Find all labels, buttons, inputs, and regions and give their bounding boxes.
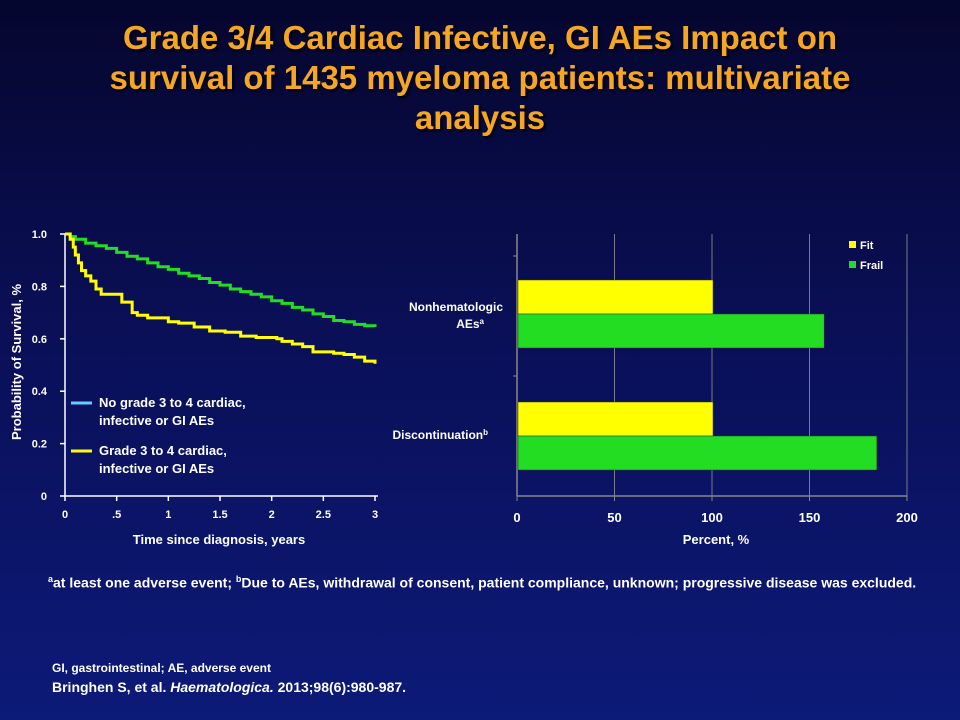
slide-title: Grade 3/4 Cardiac Infective, GI AEs Impa… — [20, 18, 940, 138]
bar-x-tick-label: 50 — [607, 510, 621, 525]
survival-legend: No grade 3 to 4 cardiac, infective or GI… — [71, 395, 246, 476]
survival-curve-no-grade — [65, 232, 377, 328]
survival-x-tick-label: 1 — [165, 509, 171, 521]
bar-x-tick-label: 200 — [896, 510, 918, 525]
survival-y-tick-label: 0.2 — [32, 439, 47, 451]
title-line-2: survival of 1435 myeloma patients: multi… — [109, 59, 851, 96]
legend-label-grade-line1: Grade 3 to 4 cardiac, — [99, 443, 227, 458]
bar-frail-nonhematologic — [517, 313, 825, 349]
citation-authors: Bringhen S, et al. — [52, 679, 171, 695]
bar-category-2: Discontinuationb — [392, 428, 488, 442]
bar-x-ticks: 0 50 100 150 200 — [513, 496, 918, 525]
survival-y-axis-label: Probability of Survival, % — [9, 284, 24, 440]
legend-label-grade-line2: infective or GI AEs — [99, 461, 214, 476]
bar-legend: Fit Frail — [849, 240, 883, 272]
survival-x-ticks: 0 .5 1 1.5 2 2.5 3 — [62, 496, 378, 521]
survival-y-tick-label: 0.6 — [32, 334, 47, 346]
bar-fit-discontinuation — [517, 401, 714, 437]
title-line-1: Grade 3/4 Cardiac Infective, GI AEs Impa… — [122, 19, 838, 56]
footnote-sup-b: b — [235, 574, 242, 584]
survival-x-tick-label: 1.5 — [212, 509, 227, 521]
citation: Bringhen S, et al. Haematologica. 2013;9… — [52, 679, 406, 695]
footnote-sup-a: a — [48, 574, 54, 584]
footnote-text-b: Due to AEs, withdrawal of consent, patie… — [241, 574, 917, 591]
bar-x-tick-label: 100 — [701, 510, 723, 525]
legend-label-no-grade-line2: infective or GI AEs — [99, 413, 214, 428]
legend-label-no-grade-line1: No grade 3 to 4 cardiac, — [99, 395, 246, 410]
survival-x-tick-label: 2 — [269, 509, 275, 521]
survival-y-tick-label: 0 — [41, 491, 47, 503]
bar-category-1-line2: AEsa — [456, 317, 484, 331]
abbreviations: GI, gastrointestinal; AE, adverse event — [52, 661, 271, 675]
bar-x-tick-label: 0 — [513, 510, 520, 525]
legend-label-fit: Fit — [860, 240, 874, 252]
survival-x-tick-label: 0 — [62, 509, 68, 521]
survival-x-tick-label: 2.5 — [316, 509, 331, 521]
survival-curve-grade — [65, 232, 377, 364]
survival-y-tick-label: 0.4 — [32, 386, 48, 398]
bar-chart-bars — [517, 279, 878, 471]
legend-swatch-fit — [849, 241, 856, 248]
citation-details: 2013;98(6):980-987. — [273, 679, 407, 695]
citation-journal: Haematologica. — [170, 679, 274, 695]
survival-y-tick-label: 1.0 — [32, 229, 47, 241]
bar-x-axis-label: Percent, % — [683, 532, 750, 547]
bar-fit-nonhematologic — [517, 279, 714, 315]
survival-x-axis-label: Time since diagnosis, years — [133, 532, 305, 547]
footnote-text-a: at least one adverse event; — [53, 574, 236, 591]
bar-category-1-line1: Nonhematologic — [409, 300, 503, 314]
bar-frail-discontinuation — [517, 435, 878, 471]
footnote: aat least one adverse event; bDue to AEs… — [48, 570, 928, 592]
survival-x-tick-label: 3 — [372, 509, 378, 521]
survival-y-tick-label: 0.8 — [32, 281, 47, 293]
survival-curves — [65, 232, 377, 364]
title-line-3: analysis — [414, 99, 546, 136]
bar-x-tick-label: 150 — [799, 510, 821, 525]
legend-label-frail: Frail — [860, 260, 883, 272]
survival-x-tick-label: .5 — [112, 509, 121, 521]
legend-swatch-frail — [849, 261, 856, 268]
survival-y-ticks: 0 0.2 0.4 0.6 0.8 1.0 — [32, 229, 65, 503]
